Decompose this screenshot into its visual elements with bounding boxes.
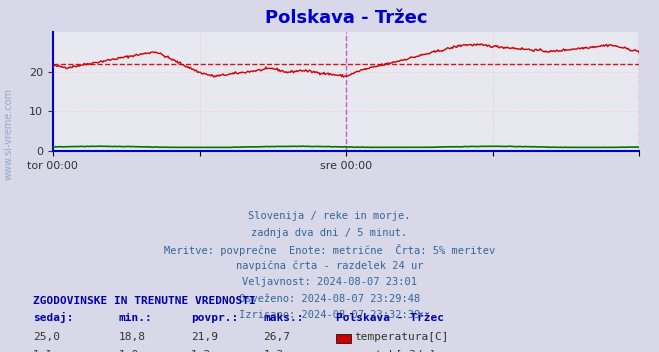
Text: 21,9: 21,9 xyxy=(191,332,218,342)
Text: 26,7: 26,7 xyxy=(264,332,291,342)
Text: ZGODOVINSKE IN TRENUTNE VREDNOSTI: ZGODOVINSKE IN TRENUTNE VREDNOSTI xyxy=(33,296,256,307)
Text: Izrisano: 2024-08-07 23:32:39: Izrisano: 2024-08-07 23:32:39 xyxy=(239,310,420,320)
Text: Veljavnost: 2024-08-07 23:01: Veljavnost: 2024-08-07 23:01 xyxy=(242,277,417,287)
Text: pretok[m3/s]: pretok[m3/s] xyxy=(355,350,436,352)
Text: 1,0: 1,0 xyxy=(119,350,139,352)
Title: Polskava - Tržec: Polskava - Tržec xyxy=(265,10,427,27)
Text: maks.:: maks.: xyxy=(264,313,304,323)
Text: Osveženo: 2024-08-07 23:29:48: Osveženo: 2024-08-07 23:29:48 xyxy=(239,294,420,304)
Text: 1,1: 1,1 xyxy=(33,350,53,352)
Text: zadnja dva dni / 5 minut.: zadnja dva dni / 5 minut. xyxy=(251,228,408,238)
Text: 18,8: 18,8 xyxy=(119,332,146,342)
Text: Polskava - Třžec: Polskava - Třžec xyxy=(336,313,444,323)
Text: www.si-vreme.com: www.si-vreme.com xyxy=(3,88,14,180)
Text: 1,2: 1,2 xyxy=(191,350,212,352)
Text: sedaj:: sedaj: xyxy=(33,312,73,323)
Text: Slovenija / reke in morje.: Slovenija / reke in morje. xyxy=(248,211,411,221)
Text: povpr.:: povpr.: xyxy=(191,313,239,323)
Text: navpična črta - razdelek 24 ur: navpična črta - razdelek 24 ur xyxy=(236,261,423,271)
Text: 25,0: 25,0 xyxy=(33,332,60,342)
Text: Meritve: povprečne  Enote: metrične  Črta: 5% meritev: Meritve: povprečne Enote: metrične Črta:… xyxy=(164,244,495,256)
Text: 1,3: 1,3 xyxy=(264,350,284,352)
Text: min.:: min.: xyxy=(119,313,152,323)
Text: temperatura[C]: temperatura[C] xyxy=(355,332,449,342)
